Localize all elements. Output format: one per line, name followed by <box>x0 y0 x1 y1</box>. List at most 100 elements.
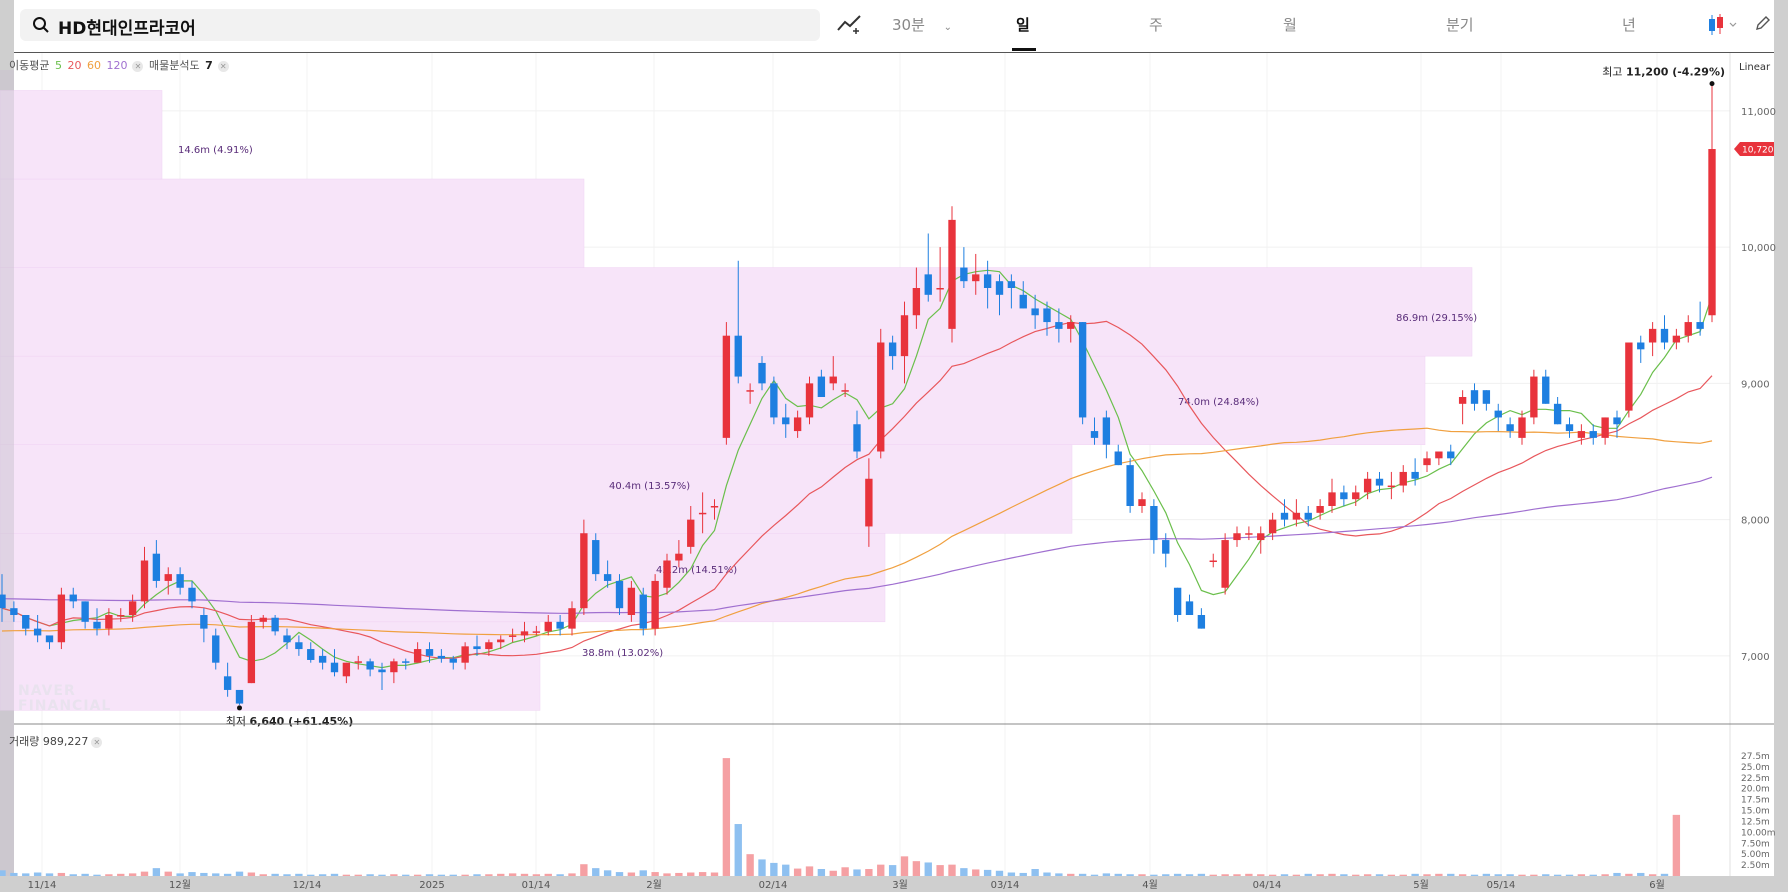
candle-body[interactable] <box>235 689 244 704</box>
candle-body[interactable] <box>33 628 42 636</box>
candle-body[interactable] <box>307 649 315 660</box>
candle-body[interactable] <box>354 661 362 663</box>
candle-body[interactable] <box>1411 471 1419 479</box>
candle-body[interactable] <box>900 315 909 357</box>
close-volume-icon[interactable]: ✕ <box>91 736 103 748</box>
candle-body[interactable] <box>1435 451 1443 459</box>
candle-body[interactable] <box>1387 485 1396 488</box>
candle-body[interactable] <box>1316 506 1324 513</box>
candle-body[interactable] <box>1043 308 1051 323</box>
candle-body[interactable] <box>342 662 351 677</box>
candle-body[interactable] <box>746 390 754 392</box>
candle-body[interactable] <box>1150 506 1158 541</box>
candle-body[interactable] <box>1637 342 1645 350</box>
drawing-tool-icon[interactable] <box>836 12 864 36</box>
candle-body[interactable] <box>0 594 6 609</box>
candle-body[interactable] <box>140 560 149 602</box>
candle-body[interactable] <box>1696 322 1704 329</box>
candle-body[interactable] <box>1613 417 1621 425</box>
candle-body[interactable] <box>1126 465 1134 506</box>
candle-body[interactable] <box>1518 417 1526 438</box>
candle-body[interactable] <box>176 574 184 588</box>
tab-day[interactable]: 일 <box>1016 16 1030 34</box>
candle-body[interactable] <box>829 376 837 384</box>
candle-body[interactable] <box>1494 410 1502 418</box>
scale-mode-button[interactable]: Linear <box>1739 62 1771 73</box>
candle-body[interactable] <box>57 594 66 643</box>
candle-body[interactable] <box>1257 533 1265 541</box>
candle-body[interactable] <box>1304 512 1312 520</box>
candle-body[interactable] <box>378 669 386 673</box>
candle-body[interactable] <box>449 658 457 663</box>
candle-body[interactable] <box>1530 376 1538 418</box>
candle-body[interactable] <box>1542 376 1550 404</box>
candle-body[interactable] <box>1280 512 1289 520</box>
candle-body[interactable] <box>1577 431 1586 438</box>
candle-body[interactable] <box>128 601 137 615</box>
candle-body[interactable] <box>627 587 636 615</box>
candle-body[interactable] <box>413 649 422 663</box>
candle-body[interactable] <box>1340 492 1348 500</box>
interval-selector[interactable]: 30분 ⌄ <box>892 14 952 35</box>
candle-body[interactable] <box>687 519 695 547</box>
candle-body[interactable] <box>473 646 481 650</box>
candle-body[interactable] <box>1185 601 1194 615</box>
candle-body[interactable] <box>960 267 968 282</box>
candle-body[interactable] <box>212 635 220 663</box>
candle-body[interactable] <box>770 383 778 418</box>
candle-body[interactable] <box>318 655 327 663</box>
candle-body[interactable] <box>532 631 541 633</box>
candle-body[interactable] <box>425 649 434 656</box>
candle-body[interactable] <box>1684 322 1692 336</box>
candle-body[interactable] <box>223 676 232 690</box>
candle-body[interactable] <box>888 342 897 357</box>
candle-body[interactable] <box>45 635 54 643</box>
candle-body[interactable] <box>1565 424 1574 432</box>
candle-body[interactable] <box>1458 397 1467 404</box>
candle-body[interactable] <box>865 478 873 527</box>
candle-body[interactable] <box>93 621 101 629</box>
tab-year[interactable]: 년 <box>1622 16 1636 34</box>
candle-body[interactable] <box>983 274 992 288</box>
candle-body[interactable] <box>22 615 30 629</box>
candle-body[interactable] <box>1470 390 1479 404</box>
candle-body[interactable] <box>1660 328 1669 343</box>
candle-body[interactable] <box>1423 458 1431 466</box>
candle-body[interactable] <box>948 219 956 329</box>
candle-body[interactable] <box>924 274 932 295</box>
candle-body[interactable] <box>1625 342 1633 411</box>
candle-body[interactable] <box>437 655 446 659</box>
candle-body[interactable] <box>1173 587 1182 615</box>
candle-body[interactable] <box>556 621 564 629</box>
tab-quarter[interactable]: 분기 <box>1446 16 1474 34</box>
search-box[interactable]: HD현대인프라코어 <box>20 9 820 41</box>
candle-body[interactable] <box>663 560 671 588</box>
search-input[interactable]: HD현대인프라코어 <box>58 19 196 39</box>
candle-body[interactable] <box>1233 533 1241 541</box>
candle-body[interactable] <box>698 512 707 515</box>
candle-body[interactable] <box>734 335 742 377</box>
candle-body[interactable] <box>1328 492 1336 506</box>
candle-body[interactable] <box>1375 478 1384 486</box>
candle-body[interactable] <box>497 639 505 643</box>
candle-body[interactable] <box>402 661 410 663</box>
candle-body[interactable] <box>1268 519 1277 534</box>
candle-body[interactable] <box>877 342 885 452</box>
candle-body[interactable] <box>568 608 576 629</box>
candle-body[interactable] <box>164 574 172 581</box>
candle-body[interactable] <box>793 417 802 432</box>
candle-body[interactable] <box>1648 328 1657 343</box>
candle-body[interactable] <box>639 594 647 629</box>
candle-body[interactable] <box>675 553 683 561</box>
candle-body[interactable] <box>1363 478 1372 493</box>
candle-body[interactable] <box>152 553 161 581</box>
candle-body[interactable] <box>995 281 1004 295</box>
candle-body[interactable] <box>283 635 291 643</box>
candle-body[interactable] <box>1019 294 1027 309</box>
candle-body[interactable] <box>853 424 861 452</box>
candle-body[interactable] <box>271 617 279 632</box>
candle-body[interactable] <box>615 580 624 609</box>
candle-body[interactable] <box>117 615 125 617</box>
candle-body[interactable] <box>1078 322 1087 418</box>
candle-body[interactable] <box>330 662 339 673</box>
